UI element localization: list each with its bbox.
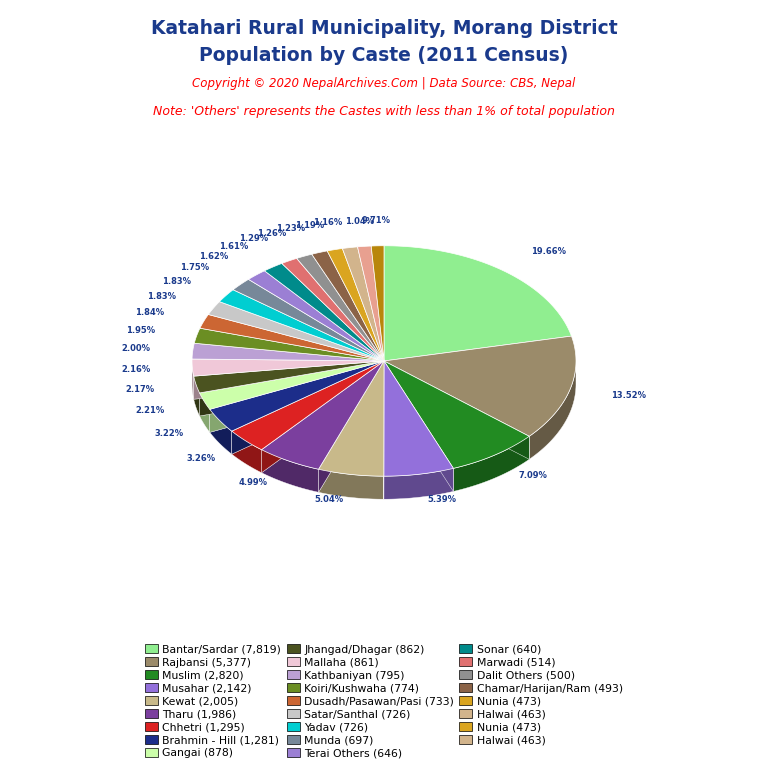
Legend: Bantar/Sardar (7,819), Rajbansi (5,377), Muslim (2,820), Musahar (2,142), Kewat : Bantar/Sardar (7,819), Rajbansi (5,377),… xyxy=(141,641,627,763)
Text: 2.16%: 2.16% xyxy=(121,365,151,373)
Polygon shape xyxy=(319,469,384,499)
Polygon shape xyxy=(384,361,529,459)
Text: 3.26%: 3.26% xyxy=(186,454,215,463)
Polygon shape xyxy=(192,359,384,376)
Polygon shape xyxy=(319,361,384,492)
Polygon shape xyxy=(192,343,384,361)
Text: 1.19%: 1.19% xyxy=(295,220,324,230)
Polygon shape xyxy=(384,361,529,459)
Polygon shape xyxy=(194,361,384,393)
Polygon shape xyxy=(384,361,453,476)
Polygon shape xyxy=(194,328,384,361)
Polygon shape xyxy=(384,468,453,499)
Text: 5.04%: 5.04% xyxy=(314,495,343,504)
Polygon shape xyxy=(384,246,571,361)
Polygon shape xyxy=(264,263,384,361)
Text: 1.83%: 1.83% xyxy=(147,292,176,301)
Polygon shape xyxy=(343,247,384,361)
Polygon shape xyxy=(529,362,576,459)
Text: 1.62%: 1.62% xyxy=(199,251,228,260)
Polygon shape xyxy=(210,361,384,431)
Polygon shape xyxy=(262,361,384,469)
Text: 1.29%: 1.29% xyxy=(239,234,268,243)
Text: 1.04%: 1.04% xyxy=(346,217,375,226)
Polygon shape xyxy=(194,361,384,399)
Text: 7.09%: 7.09% xyxy=(519,472,548,480)
Text: 1.26%: 1.26% xyxy=(257,229,286,237)
Text: 1.23%: 1.23% xyxy=(276,224,305,233)
Polygon shape xyxy=(200,361,384,409)
Text: 1.75%: 1.75% xyxy=(180,263,209,272)
Polygon shape xyxy=(200,314,384,361)
Text: Population by Caste (2011 Census): Population by Caste (2011 Census) xyxy=(200,46,568,65)
Text: 1.84%: 1.84% xyxy=(135,308,164,317)
Polygon shape xyxy=(358,246,384,361)
Text: Note: 'Others' represents the Castes with less than 1% of total population: Note: 'Others' represents the Castes wit… xyxy=(153,105,615,118)
Polygon shape xyxy=(262,361,384,473)
Polygon shape xyxy=(262,361,384,473)
Text: 19.66%: 19.66% xyxy=(531,247,566,256)
Polygon shape xyxy=(453,436,529,492)
Polygon shape xyxy=(327,249,384,361)
Text: 2.00%: 2.00% xyxy=(121,344,151,353)
Polygon shape xyxy=(208,302,384,361)
Polygon shape xyxy=(200,361,384,416)
Text: 3.22%: 3.22% xyxy=(154,429,184,439)
Polygon shape xyxy=(319,361,384,492)
Polygon shape xyxy=(232,431,262,473)
Text: 2.21%: 2.21% xyxy=(135,406,164,415)
Polygon shape xyxy=(210,361,384,432)
Text: Copyright © 2020 NepalArchives.Com | Data Source: CBS, Nepal: Copyright © 2020 NepalArchives.Com | Dat… xyxy=(192,77,576,90)
Text: 5.39%: 5.39% xyxy=(427,495,456,504)
Polygon shape xyxy=(194,376,200,416)
Polygon shape xyxy=(319,361,384,476)
Text: 2.17%: 2.17% xyxy=(126,386,154,394)
Text: Katahari Rural Municipality, Morang District: Katahari Rural Municipality, Morang Dist… xyxy=(151,19,617,38)
Polygon shape xyxy=(220,290,384,361)
Polygon shape xyxy=(384,361,453,492)
Polygon shape xyxy=(249,271,384,361)
Polygon shape xyxy=(194,361,384,399)
Polygon shape xyxy=(210,409,232,454)
Polygon shape xyxy=(232,361,384,454)
Text: 1.16%: 1.16% xyxy=(313,218,343,227)
Polygon shape xyxy=(282,258,384,361)
Polygon shape xyxy=(232,361,384,450)
Polygon shape xyxy=(232,361,384,454)
Polygon shape xyxy=(296,254,384,361)
Polygon shape xyxy=(371,246,384,361)
Polygon shape xyxy=(200,393,210,432)
Text: 9.71%: 9.71% xyxy=(362,216,391,225)
Text: 1.61%: 1.61% xyxy=(220,242,249,251)
Text: 4.99%: 4.99% xyxy=(239,478,268,488)
Text: 13.52%: 13.52% xyxy=(611,391,646,400)
Text: 1.95%: 1.95% xyxy=(127,326,155,335)
Polygon shape xyxy=(384,361,453,492)
Polygon shape xyxy=(233,280,384,361)
Polygon shape xyxy=(384,361,529,468)
Polygon shape xyxy=(192,361,194,399)
Polygon shape xyxy=(210,361,384,432)
Text: 1.83%: 1.83% xyxy=(162,276,191,286)
Polygon shape xyxy=(384,336,576,436)
Polygon shape xyxy=(262,450,319,492)
Polygon shape xyxy=(200,361,384,416)
Polygon shape xyxy=(312,251,384,361)
